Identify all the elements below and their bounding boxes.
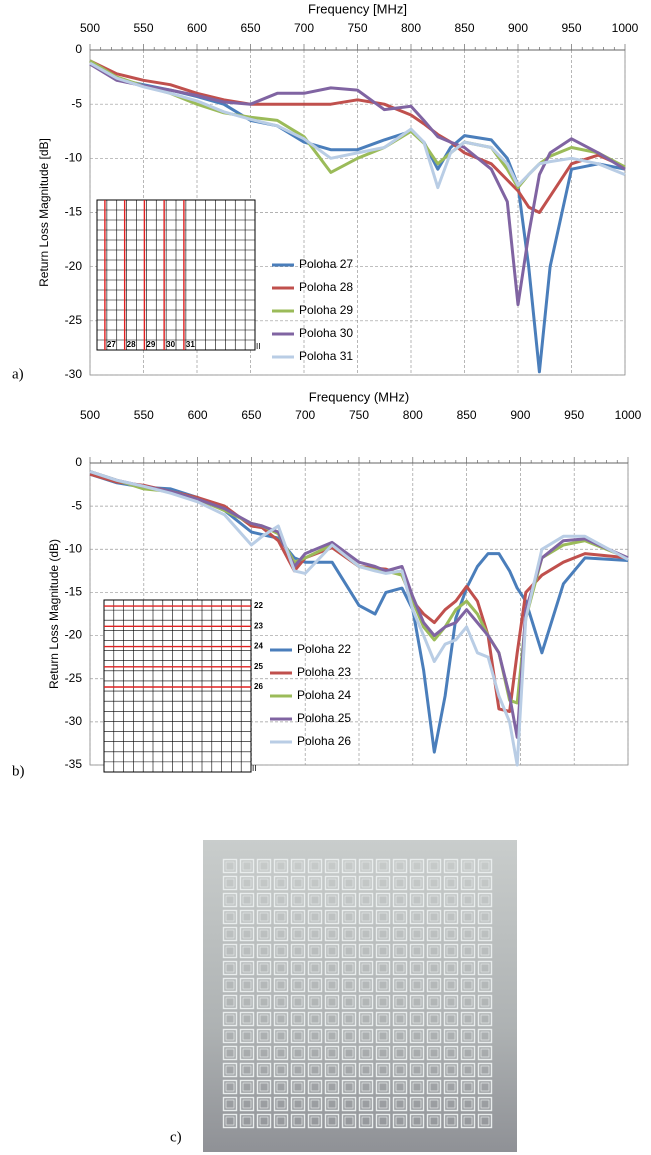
panel-label: a) bbox=[12, 366, 24, 382]
panel-label: c) bbox=[170, 1129, 182, 1145]
x-axis-title: Frequency (MHz) bbox=[309, 389, 409, 404]
x-tick-label: 950 bbox=[561, 21, 581, 35]
x-tick-label: 750 bbox=[349, 408, 369, 422]
y-tick-label: -20 bbox=[65, 259, 83, 273]
y-tick-label: -25 bbox=[65, 671, 83, 685]
x-tick-label: 650 bbox=[241, 408, 261, 422]
x-tick-label: 800 bbox=[403, 408, 423, 422]
y-tick-label: -10 bbox=[65, 151, 83, 165]
series-line bbox=[89, 470, 629, 739]
x-tick-label: 900 bbox=[508, 21, 528, 35]
x-tick-label: 600 bbox=[187, 21, 207, 35]
inset-label: 26 bbox=[254, 682, 263, 691]
inset-label: 29 bbox=[146, 340, 155, 349]
y-tick-label: -30 bbox=[65, 714, 83, 728]
legend-label: Poloha 23 bbox=[297, 665, 351, 679]
inset-mark: II bbox=[256, 342, 260, 351]
x-tick-label: 900 bbox=[510, 408, 530, 422]
x-tick-label: 850 bbox=[457, 408, 477, 422]
x-tick-label: 800 bbox=[401, 21, 421, 35]
inset-label: 30 bbox=[166, 340, 175, 349]
y-tick-label: -10 bbox=[65, 541, 83, 555]
photo-grid bbox=[222, 858, 494, 1130]
legend-label: Poloha 26 bbox=[297, 734, 351, 748]
inset-mark: II bbox=[252, 764, 256, 773]
y-tick-label: -5 bbox=[71, 96, 82, 110]
legend-label: Poloha 25 bbox=[297, 711, 351, 725]
y-tick-label: -5 bbox=[71, 498, 82, 512]
y-tick-label: -20 bbox=[65, 628, 83, 642]
inset-label: 31 bbox=[186, 340, 195, 349]
inset-label: 27 bbox=[107, 340, 116, 349]
x-tick-label: 850 bbox=[454, 21, 474, 35]
y-tick-label: -30 bbox=[65, 367, 83, 381]
x-axis-title: Frequency [MHz] bbox=[308, 1, 407, 16]
inset-label: 25 bbox=[254, 662, 263, 671]
series-line bbox=[89, 61, 626, 190]
photo bbox=[203, 840, 517, 1152]
series-line bbox=[89, 59, 626, 214]
series-line bbox=[89, 62, 626, 307]
inset-frame bbox=[103, 599, 252, 773]
legend-label: Poloha 31 bbox=[299, 349, 353, 363]
legend-label: Poloha 24 bbox=[297, 688, 351, 702]
y-tick-label: -35 bbox=[65, 757, 83, 771]
x-tick-label: 650 bbox=[240, 21, 260, 35]
x-tick-label: 1000 bbox=[615, 408, 642, 422]
legend-label: Poloha 28 bbox=[299, 280, 353, 294]
x-tick-label: 550 bbox=[133, 21, 153, 35]
legend-label: Poloha 30 bbox=[299, 326, 353, 340]
x-tick-label: 500 bbox=[80, 408, 100, 422]
x-tick-label: 550 bbox=[134, 408, 154, 422]
inset-label: 24 bbox=[254, 642, 263, 651]
y-axis-title: Return Loss Magnitude [dB] bbox=[37, 138, 51, 287]
x-tick-label: 1000 bbox=[612, 21, 639, 35]
x-tick-label: 950 bbox=[564, 408, 584, 422]
y-tick-label: -25 bbox=[65, 313, 83, 327]
inset-label: 23 bbox=[254, 621, 263, 630]
x-tick-label: 750 bbox=[347, 21, 367, 35]
y-tick-label: -15 bbox=[65, 585, 83, 599]
y-axis-title: Return Loss Magnitude (dB) bbox=[47, 539, 61, 689]
legend-label: Poloha 22 bbox=[297, 642, 351, 656]
y-tick-label: 0 bbox=[75, 455, 82, 469]
x-tick-label: 700 bbox=[294, 21, 314, 35]
x-tick-label: 600 bbox=[188, 408, 208, 422]
panel-label: b) bbox=[12, 763, 25, 779]
legend-label: Poloha 27 bbox=[299, 257, 353, 271]
inset-label: 22 bbox=[254, 601, 263, 610]
inset-label: 28 bbox=[127, 340, 136, 349]
y-tick-label: 0 bbox=[75, 42, 82, 56]
legend-label: Poloha 29 bbox=[299, 303, 353, 317]
x-tick-label: 500 bbox=[80, 21, 100, 35]
x-tick-label: 700 bbox=[295, 408, 315, 422]
series-line bbox=[89, 470, 629, 767]
y-tick-label: -15 bbox=[65, 205, 83, 219]
